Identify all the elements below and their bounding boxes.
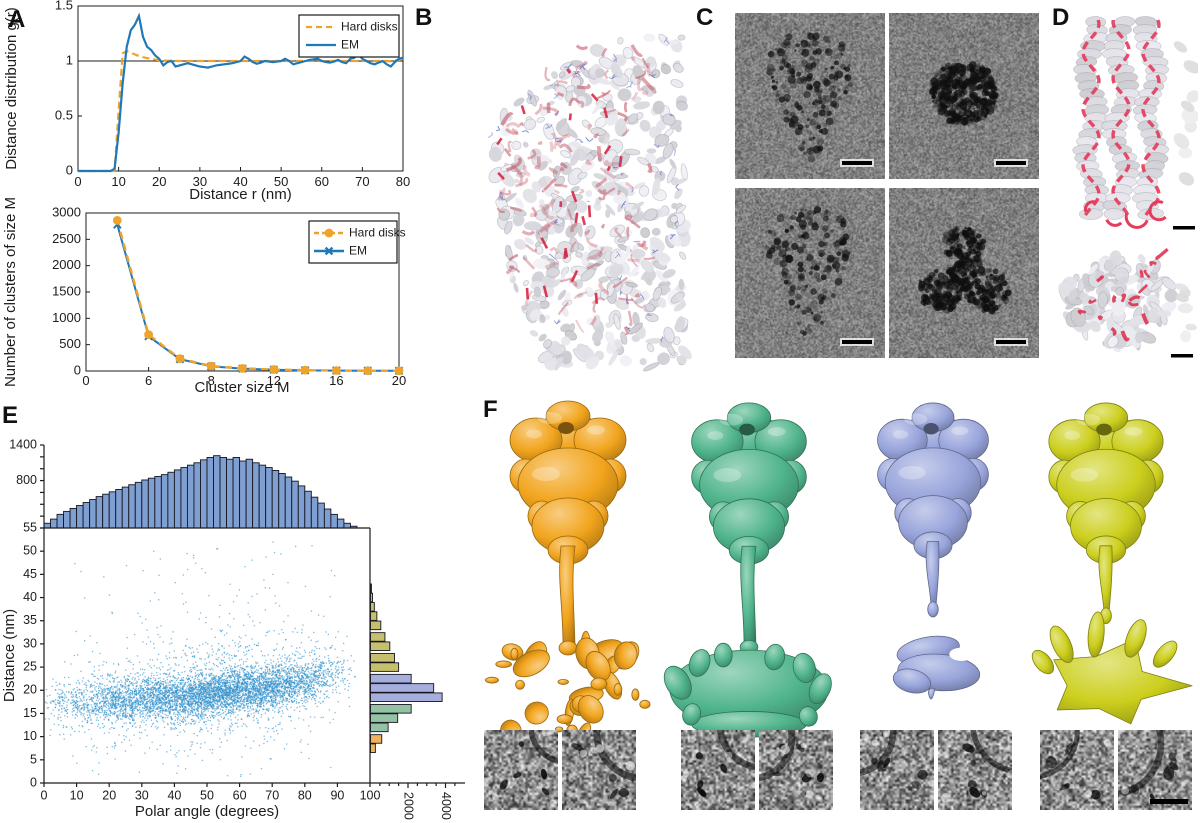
panel-c-tomogram-slice — [889, 13, 1039, 179]
panel-d-ribbon-fit-bottom — [1053, 240, 1198, 368]
panel-f-thumbnail — [484, 730, 558, 810]
panel-label-f: F — [483, 396, 498, 423]
panel-label-c: C — [696, 4, 714, 31]
panel-f-thumbnail — [860, 730, 934, 810]
panel-c-tomogram-slice — [735, 13, 885, 179]
panel-f-map-orange — [485, 400, 651, 747]
panel-f-thumbnail — [1040, 730, 1114, 810]
panel-label-b: B — [415, 4, 433, 31]
panel-d-ribbon-fit-top — [1053, 10, 1198, 235]
panel-f-map-yellow — [1031, 402, 1193, 725]
panel-label-e: E — [2, 402, 19, 429]
panel-f-map-green — [663, 402, 832, 738]
panel-f-thumbnail-with-scalebar — [1118, 730, 1192, 810]
panel-label-a: A — [8, 6, 26, 33]
panel-c-tomogram-slice — [735, 188, 885, 358]
panel-f-thumbnail — [759, 730, 833, 810]
panel-b-density-map — [420, 5, 700, 390]
panel-f-thumbnail — [681, 730, 755, 810]
panel-f-map-blue — [877, 402, 989, 700]
panel-f-thumbnail — [938, 730, 1012, 810]
panel-e-scatter-marginals — [0, 395, 480, 823]
panel-f-thumbnail — [562, 730, 636, 810]
panel-c-tomogram-slice — [889, 188, 1039, 358]
panel-label-d: D — [1052, 4, 1070, 31]
panel-a-charts — [0, 0, 420, 397]
